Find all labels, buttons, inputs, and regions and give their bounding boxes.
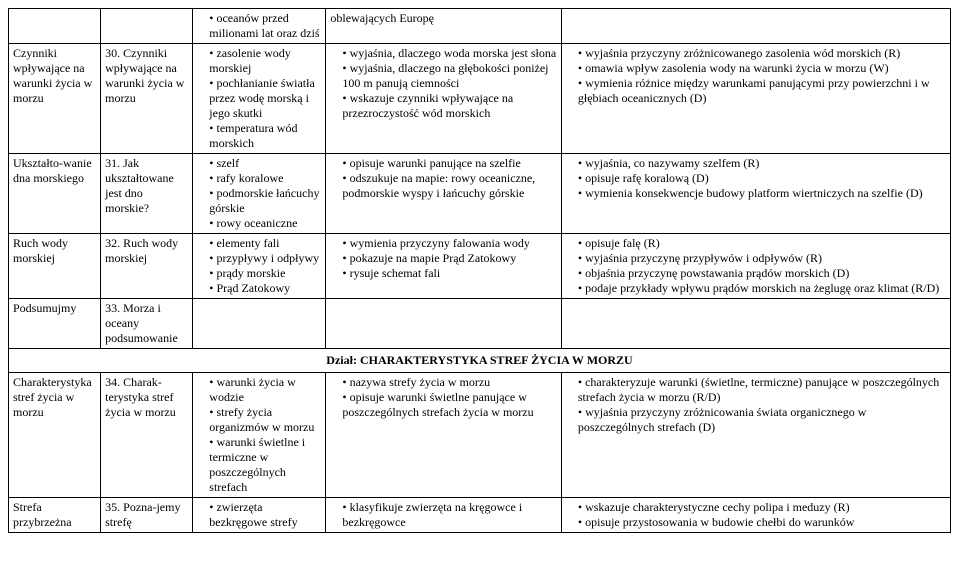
- list-item: rafy koralowe: [209, 171, 321, 186]
- list-item: wyjaśnia przyczynę przypływów i odpływów…: [578, 251, 946, 266]
- table-row: Ukształto-wanie dna morskiego31. Jak uks…: [9, 154, 951, 234]
- table-cell: wyjaśnia, dlaczego woda morska jest słon…: [326, 44, 562, 154]
- list-item: podaje przykłady wpływu prądów morskich …: [578, 281, 946, 296]
- list-item: wymienia konsekwencje budowy platform wi…: [578, 186, 946, 201]
- table-cell: wymienia przyczyny falowania wodypokazuj…: [326, 234, 562, 299]
- table-cell: [193, 299, 326, 349]
- table-cell: [561, 299, 950, 349]
- list-item: temperatura wód morskich: [209, 121, 321, 151]
- table-cell: zasolenie wody morskiejpochłanianie świa…: [193, 44, 326, 154]
- list-item: odszukuje na mapie: rowy oceaniczne, pod…: [342, 171, 557, 201]
- table-cell: Strefa przybrzeżna: [9, 498, 101, 533]
- table-cell: warunki życia w wodziestrefy życia organ…: [193, 373, 326, 498]
- table-row: Podsumujmy33. Morza i oceany podsumowani…: [9, 299, 951, 349]
- table-cell: 30. Czynniki wpływające na warunki życia…: [101, 44, 193, 154]
- table-cell: [326, 299, 562, 349]
- table-cell: szelfrafy koralowepodmorskie łańcuchy gó…: [193, 154, 326, 234]
- list-item: rysuje schemat fali: [342, 266, 557, 281]
- list-item: wyjaśnia, dlaczego na głębokości poniżej…: [342, 61, 557, 91]
- table-cell: opisuje falę (R)wyjaśnia przyczynę przyp…: [561, 234, 950, 299]
- table-cell: [9, 9, 101, 44]
- section-header: Dział: CHARAKTERYSTYKA STREF ŻYCIA W MOR…: [9, 349, 951, 373]
- table-cell: Ruch wody morskiej: [9, 234, 101, 299]
- table-row: Ruch wody morskiej32. Ruch wody morskiej…: [9, 234, 951, 299]
- table-cell: [561, 9, 950, 44]
- table-cell: 35. Pozna-jemy strefę: [101, 498, 193, 533]
- list-item: omawia wpływ zasolenia wody na warunki ż…: [578, 61, 946, 76]
- table-row: Charakterystyka stref życia w morzu34. C…: [9, 373, 951, 498]
- table-cell: klasyfikuje zwierzęta na kręgowce i bezk…: [326, 498, 562, 533]
- table-cell: opisuje warunki panujące na szelfieodszu…: [326, 154, 562, 234]
- list-item: opisuje warunki świetlne panujące w posz…: [342, 390, 557, 420]
- list-item: opisuje warunki panujące na szelfie: [342, 156, 557, 171]
- list-item: zasolenie wody morskiej: [209, 46, 321, 76]
- list-item: elementy fali: [209, 236, 321, 251]
- table-cell: Podsumujmy: [9, 299, 101, 349]
- list-item: klasyfikuje zwierzęta na kręgowce i bezk…: [342, 500, 557, 530]
- table-row: Strefa przybrzeżna35. Pozna-jemy strefę z…: [9, 498, 951, 533]
- table-cell: 33. Morza i oceany podsumowanie: [101, 299, 193, 349]
- list-item: opisuje falę (R): [578, 236, 946, 251]
- list-item: przypływy i odpływy: [209, 251, 321, 266]
- curriculum-table: oceanów przed milionami lat oraz dziśobl…: [8, 8, 951, 533]
- table-cell: 34. Charak-terystyka stref życia w morzu: [101, 373, 193, 498]
- list-item: wyjaśnia przyczyny zróżnicowanego zasole…: [578, 46, 946, 61]
- list-item: strefy życia organizmów w morzu: [209, 405, 321, 435]
- table-cell: oblewających Europę: [326, 9, 562, 44]
- table-cell: oceanów przed milionami lat oraz dziś: [193, 9, 326, 44]
- list-item: wyjaśnia przyczyny zróżnicowania świata …: [578, 405, 946, 435]
- list-item: pokazuje na mapie Prąd Zatokowy: [342, 251, 557, 266]
- list-item: wyjaśnia, dlaczego woda morska jest słon…: [342, 46, 557, 61]
- list-item: opisuje przystosowania w budowie chełbi …: [578, 515, 946, 530]
- list-item: objaśnia przyczynę powstawania prądów mo…: [578, 266, 946, 281]
- list-item: pochłanianie światła przez wodę morską i…: [209, 76, 321, 121]
- table-cell: wyjaśnia przyczyny zróżnicowanego zasole…: [561, 44, 950, 154]
- list-item: oceanów przed milionami lat oraz dziś: [209, 11, 321, 41]
- table-cell: Charakterystyka stref życia w morzu: [9, 373, 101, 498]
- table-cell: 32. Ruch wody morskiej: [101, 234, 193, 299]
- table-row: Czynniki wpływające na warunki życia w m…: [9, 44, 951, 154]
- table-cell: nazywa strefy życia w morzuopisuje warun…: [326, 373, 562, 498]
- list-item: wymienia przyczyny falowania wody: [342, 236, 557, 251]
- list-item: rowy oceaniczne: [209, 216, 321, 231]
- table-cell: wskazuje charakterystyczne cechy polipa …: [561, 498, 950, 533]
- list-item: nazywa strefy życia w morzu: [342, 375, 557, 390]
- table-cell: [101, 9, 193, 44]
- list-item: wyjaśnia, co nazywamy szelfem (R): [578, 156, 946, 171]
- list-item: warunki życia w wodzie: [209, 375, 321, 405]
- table-cell: elementy faliprzypływy i odpływyprądy mo…: [193, 234, 326, 299]
- table-cell: Czynniki wpływające na warunki życia w m…: [9, 44, 101, 154]
- section-header-row: Dział: CHARAKTERYSTYKA STREF ŻYCIA W MOR…: [9, 349, 951, 373]
- table-cell: wyjaśnia, co nazywamy szelfem (R)opisuje…: [561, 154, 950, 234]
- list-item: wskazuje charakterystyczne cechy polipa …: [578, 500, 946, 515]
- table-cell: 31. Jak ukształtowane jest dno morskie?: [101, 154, 193, 234]
- list-item: Prąd Zatokowy: [209, 281, 321, 296]
- list-item: szelf: [209, 156, 321, 171]
- table-cell: Ukształto-wanie dna morskiego: [9, 154, 101, 234]
- table-cell: charakteryzuje warunki (świetlne, termic…: [561, 373, 950, 498]
- table-cell: zwierzęta bezkręgowe strefy: [193, 498, 326, 533]
- list-item: zwierzęta bezkręgowe strefy: [209, 500, 321, 530]
- list-item: warunki świetlne i termiczne w poszczegó…: [209, 435, 321, 495]
- list-item: podmorskie łańcuchy górskie: [209, 186, 321, 216]
- list-item: opisuje rafę koralową (D): [578, 171, 946, 186]
- table-row: oceanów przed milionami lat oraz dziśobl…: [9, 9, 951, 44]
- list-item: prądy morskie: [209, 266, 321, 281]
- list-item: wymienia różnice między warunkami panują…: [578, 76, 946, 106]
- list-item: charakteryzuje warunki (świetlne, termic…: [578, 375, 946, 405]
- list-item: wskazuje czynniki wpływające na przezroc…: [342, 91, 557, 121]
